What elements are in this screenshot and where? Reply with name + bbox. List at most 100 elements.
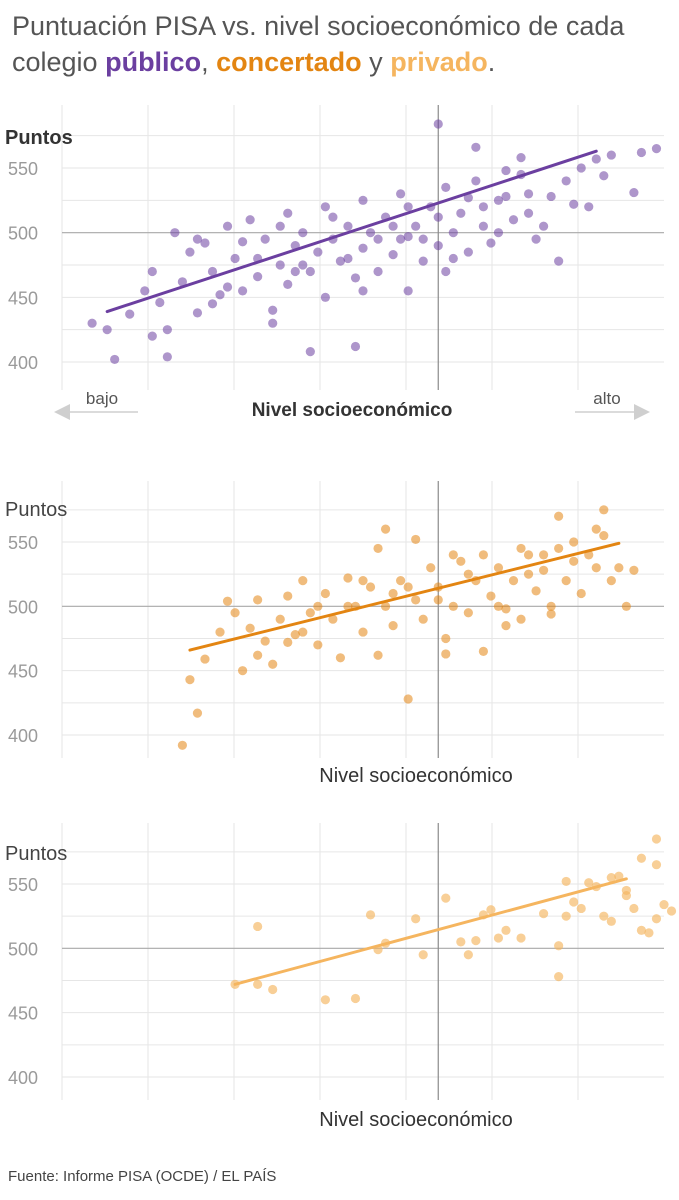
data-point	[403, 286, 413, 296]
data-point	[358, 195, 368, 205]
data-point	[298, 228, 308, 238]
data-point	[162, 352, 172, 362]
data-point	[599, 505, 609, 515]
data-point	[433, 119, 443, 129]
data-point	[659, 899, 669, 910]
data-point	[298, 576, 308, 586]
data-point	[493, 933, 504, 943]
data-point	[546, 609, 556, 619]
data-point	[569, 199, 579, 209]
data-point	[358, 243, 368, 253]
data-point	[418, 234, 428, 244]
data-point	[576, 903, 586, 914]
xlabel: Nivel socioeconómico	[319, 765, 512, 787]
data-point	[253, 921, 263, 932]
data-point	[328, 212, 338, 222]
data-point	[584, 202, 594, 212]
data-point	[222, 596, 233, 606]
data-point	[463, 569, 473, 579]
data-point	[373, 266, 383, 277]
data-point	[358, 576, 368, 586]
data-point	[569, 897, 579, 907]
data-point	[253, 272, 263, 282]
data-point	[260, 636, 270, 646]
data-point	[162, 325, 172, 335]
data-point	[531, 234, 541, 244]
data-point	[629, 903, 639, 914]
data-point	[554, 256, 564, 266]
data-point	[313, 640, 323, 650]
ytick-label: 550	[8, 875, 38, 895]
arrow-right-icon	[634, 404, 650, 420]
data-point	[411, 534, 421, 545]
data-point	[606, 576, 616, 586]
data-point	[561, 576, 571, 586]
data-point	[493, 228, 504, 238]
chart-title: Puntuación PISA vs. nivel socioeconómico…	[12, 8, 672, 80]
data-point	[493, 601, 504, 611]
data-point	[260, 234, 270, 244]
data-point	[456, 937, 466, 947]
data-point	[441, 633, 451, 644]
data-point	[335, 256, 346, 266]
data-point	[441, 182, 451, 192]
data-point	[403, 582, 413, 592]
data-point	[110, 354, 120, 365]
data-point	[396, 189, 406, 199]
data-point	[531, 586, 541, 596]
data-point	[644, 928, 654, 938]
data-point	[426, 563, 436, 573]
data-point	[478, 202, 488, 212]
data-point	[448, 550, 458, 560]
data-point	[433, 241, 443, 251]
data-point	[238, 286, 248, 296]
title-privado: privado	[390, 47, 488, 77]
data-point	[222, 282, 233, 292]
data-point	[463, 950, 473, 960]
trend-line	[233, 877, 628, 986]
data-point	[508, 576, 519, 586]
xlabel: Nivel socioeconómico	[252, 400, 453, 421]
data-point	[200, 654, 210, 664]
data-point	[516, 543, 526, 554]
data-point	[561, 876, 571, 887]
data-point	[238, 237, 248, 247]
title-sep: ,	[201, 47, 209, 77]
data-point	[222, 221, 233, 231]
data-point	[636, 925, 647, 935]
data-point	[433, 212, 443, 222]
data-point	[245, 215, 255, 225]
data-point	[275, 221, 285, 231]
data-point	[539, 550, 549, 560]
data-point	[283, 279, 293, 289]
data-point	[591, 154, 601, 164]
data-point	[275, 614, 285, 624]
data-point	[170, 228, 180, 238]
data-point	[403, 694, 413, 704]
data-point	[448, 228, 458, 238]
data-point	[343, 253, 353, 264]
ytick-label: 400	[8, 353, 38, 373]
data-point	[305, 608, 315, 618]
data-point	[629, 187, 639, 198]
data-point	[478, 550, 488, 560]
data-point	[320, 292, 330, 302]
data-point	[523, 550, 534, 560]
data-point	[238, 666, 248, 676]
data-point	[253, 650, 263, 660]
data-point	[614, 563, 624, 573]
data-point	[192, 708, 203, 718]
data-point	[343, 221, 353, 231]
data-point	[599, 530, 609, 541]
data-point	[523, 569, 534, 579]
ytick-label: 450	[8, 662, 38, 682]
data-point	[486, 905, 496, 915]
data-point	[501, 165, 511, 176]
data-point	[486, 238, 496, 248]
data-point	[328, 614, 338, 624]
data-point	[283, 637, 293, 647]
data-point	[298, 627, 308, 637]
data-point	[305, 347, 315, 357]
data-point	[651, 834, 662, 844]
data-point	[636, 853, 647, 863]
